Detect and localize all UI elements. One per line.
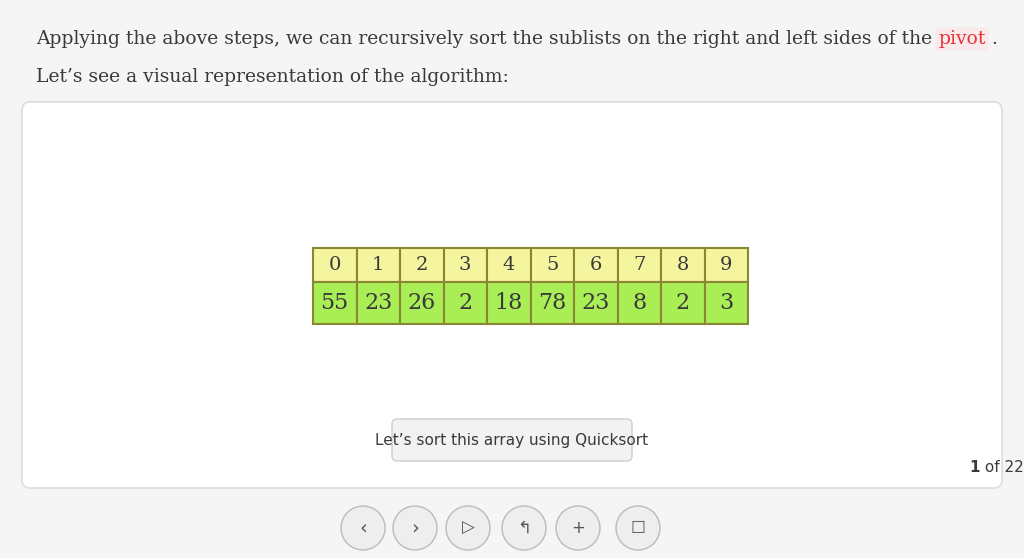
- Circle shape: [502, 506, 546, 550]
- Bar: [662, 282, 705, 324]
- Bar: [487, 248, 530, 282]
- Text: 2: 2: [676, 292, 690, 314]
- Bar: [574, 248, 617, 282]
- Text: 7: 7: [633, 256, 645, 274]
- Text: 26: 26: [408, 292, 436, 314]
- FancyBboxPatch shape: [22, 102, 1002, 488]
- Text: 3: 3: [459, 256, 471, 274]
- Bar: [443, 282, 487, 324]
- Bar: [617, 248, 662, 282]
- Bar: [705, 282, 748, 324]
- Bar: [705, 248, 748, 282]
- Text: ↰: ↰: [517, 519, 530, 537]
- Text: .: .: [985, 30, 997, 48]
- Text: ›: ›: [411, 518, 419, 537]
- Bar: [574, 282, 617, 324]
- Text: of 22: of 22: [980, 460, 1024, 475]
- Bar: [617, 282, 662, 324]
- Text: 78: 78: [538, 292, 566, 314]
- Text: +: +: [571, 519, 585, 537]
- Text: ‹: ‹: [359, 518, 367, 537]
- Text: 8: 8: [677, 256, 689, 274]
- Text: pivot: pivot: [938, 30, 985, 48]
- Circle shape: [393, 506, 437, 550]
- Text: 4: 4: [503, 256, 515, 274]
- Bar: [356, 282, 400, 324]
- Text: Applying the above steps, we can recursively sort the sublists on the right and : Applying the above steps, we can recursi…: [36, 30, 938, 48]
- Bar: [400, 248, 443, 282]
- Bar: [662, 248, 705, 282]
- Text: Let’s see a visual representation of the algorithm:: Let’s see a visual representation of the…: [36, 68, 509, 86]
- Text: 2: 2: [416, 256, 428, 274]
- Text: 8: 8: [632, 292, 646, 314]
- Text: 1: 1: [970, 460, 980, 475]
- Circle shape: [556, 506, 600, 550]
- Text: 2: 2: [458, 292, 472, 314]
- Bar: [530, 282, 574, 324]
- Text: 5: 5: [546, 256, 558, 274]
- Text: 3: 3: [719, 292, 733, 314]
- Circle shape: [616, 506, 660, 550]
- Text: 1: 1: [372, 256, 384, 274]
- Text: 55: 55: [321, 292, 349, 314]
- Bar: [487, 282, 530, 324]
- Bar: [443, 248, 487, 282]
- Bar: [356, 248, 400, 282]
- Bar: [400, 282, 443, 324]
- Bar: [313, 248, 356, 282]
- Text: ▷: ▷: [462, 519, 474, 537]
- Bar: [313, 282, 356, 324]
- Circle shape: [446, 506, 490, 550]
- Text: Let’s sort this array using Quicksort: Let’s sort this array using Quicksort: [376, 432, 648, 448]
- Text: ☐: ☐: [631, 519, 645, 537]
- Bar: [530, 248, 574, 282]
- Text: 23: 23: [582, 292, 610, 314]
- FancyBboxPatch shape: [392, 419, 632, 461]
- Text: 9: 9: [720, 256, 732, 274]
- Text: 0: 0: [329, 256, 341, 274]
- Circle shape: [341, 506, 385, 550]
- Text: 18: 18: [495, 292, 523, 314]
- Text: 23: 23: [365, 292, 392, 314]
- Text: 6: 6: [590, 256, 602, 274]
